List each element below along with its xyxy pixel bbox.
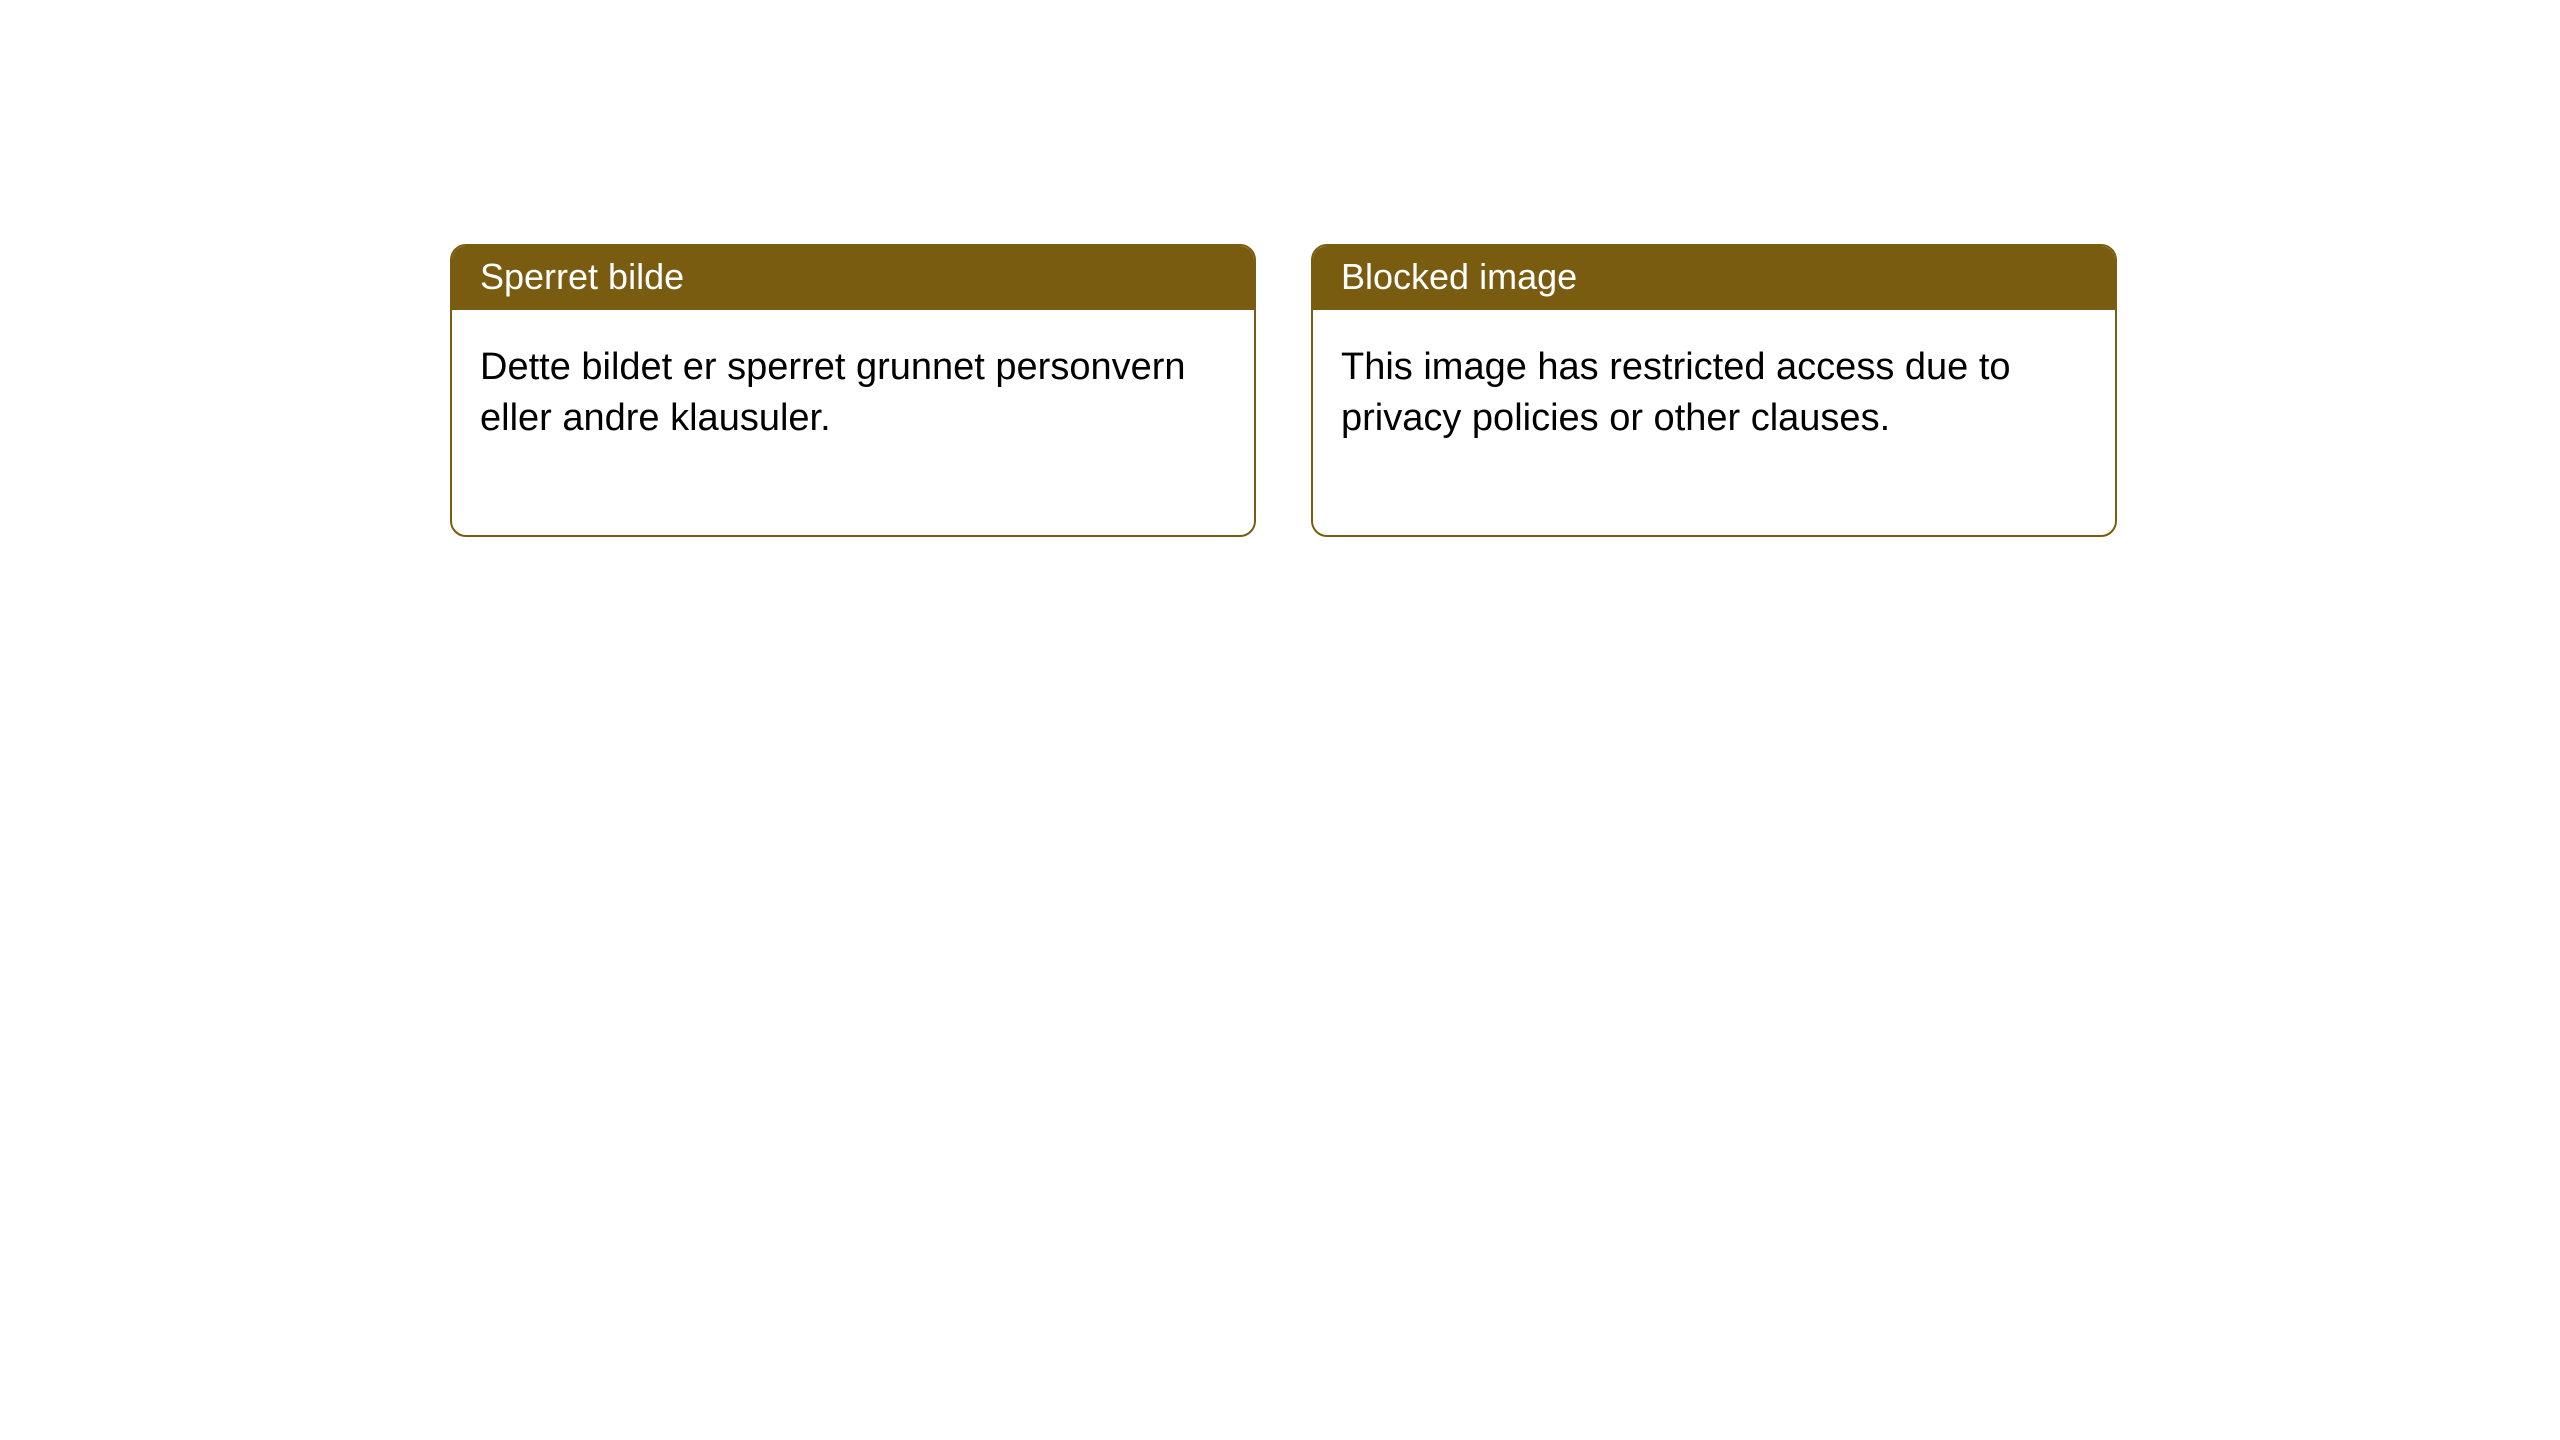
notice-title: Sperret bilde (452, 246, 1254, 310)
notice-card-norwegian: Sperret bilde Dette bildet er sperret gr… (450, 244, 1256, 537)
notice-title: Blocked image (1313, 246, 2115, 310)
notice-body: This image has restricted access due to … (1313, 310, 2115, 535)
notice-body: Dette bildet er sperret grunnet personve… (452, 310, 1254, 535)
notice-container: Sperret bilde Dette bildet er sperret gr… (0, 0, 2560, 537)
notice-card-english: Blocked image This image has restricted … (1311, 244, 2117, 537)
